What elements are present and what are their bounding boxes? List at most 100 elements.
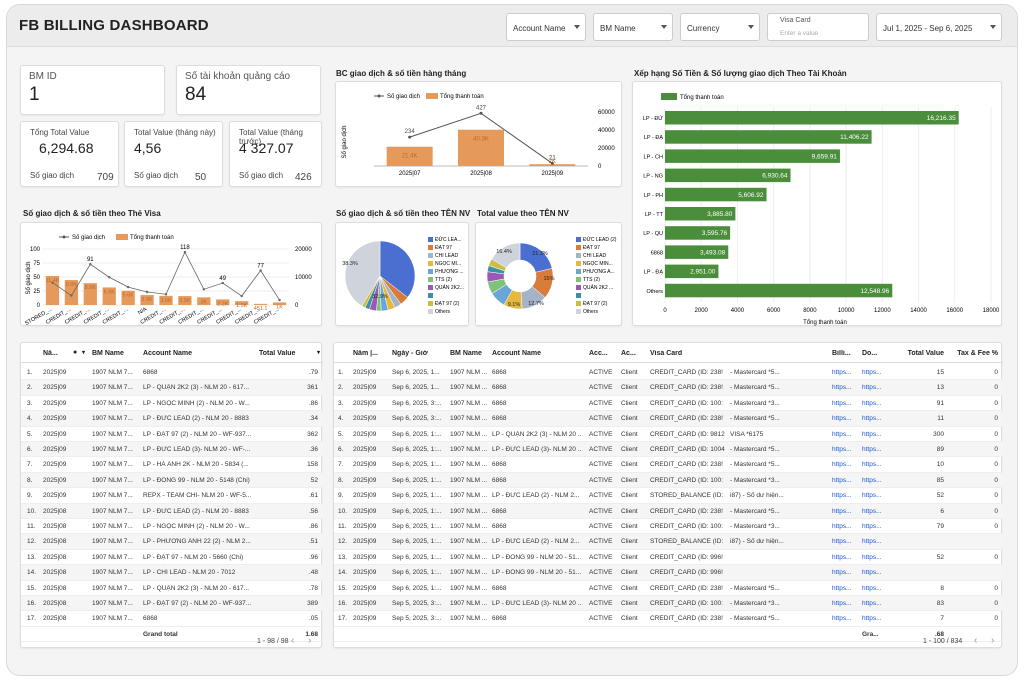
table-cell[interactable]: https... (862, 600, 882, 607)
date-range-picker[interactable]: Jul 1, 2025 - Sep 6, 2025 (876, 13, 1002, 41)
sort-icon[interactable]: ▾ (317, 350, 321, 356)
table-row[interactable]: 17. 2025|08 1907 NLM 7... 6868 .05 (21, 611, 323, 627)
column-header[interactable]: Account Name (492, 350, 542, 357)
table-cell[interactable]: https... (832, 569, 852, 577)
column-header[interactable]: Total Value (259, 350, 296, 357)
table-cell[interactable]: https... (832, 600, 852, 607)
table-cell[interactable]: https... (862, 492, 882, 500)
table-row[interactable]: 6. 2025|09 Sep 6, 2025, 1:... 1907 NLM ... L… (334, 442, 1003, 458)
table-cell[interactable]: https... (862, 523, 882, 530)
table-cell[interactable]: https... (832, 446, 852, 453)
column-header[interactable]: BM Name (450, 350, 482, 357)
info-icon[interactable]: ● (73, 349, 78, 356)
table-row[interactable]: 6. 2025|09 1907 NLM 7... LP - ĐỨC LEAD (3)-… (21, 442, 323, 458)
table-row[interactable]: 10. 2025|08 1907 NLM 7... LP - ĐỨC LEAD (2)… (21, 503, 323, 519)
account-name-filter[interactable]: Account Name (506, 13, 586, 41)
table-row[interactable]: 13. 2025|09 Sep 6, 2025, 1:... 1907 NLM ...… (334, 550, 1003, 566)
table-row[interactable]: 16. 2025|09 Sep 5, 2025, 3:... 1907 NLM ...… (334, 596, 1003, 612)
table-row[interactable]: 11. 2025|09 Sep 6, 2025, 1:... 1907 NLM ...… (334, 519, 1003, 535)
column-header[interactable]: Account Name (143, 350, 193, 357)
table-row[interactable]: 12. 2025|09 Sep 6, 2025, 1:... 1907 NLM ...… (334, 534, 1003, 550)
table-cell[interactable]: https... (832, 492, 852, 500)
table-row[interactable]: 1. 2025|09 Sep 6, 2025, 1... 1907 NLM ... 68… (334, 365, 1003, 381)
column-header[interactable]: Tax & Fee % (957, 350, 998, 357)
table-row[interactable]: 7. 2025|09 1907 NLM 7... LP - HÀ ANH 2K - N… (21, 457, 323, 473)
table-cell[interactable]: https... (862, 446, 882, 453)
column-header[interactable]: Năm |... (353, 350, 378, 357)
table-cell[interactable]: https... (832, 430, 852, 438)
table-cell[interactable]: https... (862, 384, 882, 392)
prev-page-icon[interactable]: ‹ (291, 635, 295, 646)
bm-name-filter[interactable]: BM Name (593, 13, 673, 41)
sort-icon[interactable]: ▾ (82, 350, 86, 356)
column-header[interactable]: Ngày - Giờ (392, 350, 428, 357)
table-cell[interactable]: https... (862, 538, 882, 546)
table-cell[interactable]: https... (832, 384, 852, 392)
table-row[interactable]: 11. 2025|08 1907 NLM 7... LP - NGỌC MINH (2… (21, 519, 323, 535)
visa-card-filter[interactable]: Visa Card Enter a value (767, 13, 869, 41)
table-row[interactable]: 1. 2025|09 1907 NLM 7... 6868 .79 (21, 365, 323, 381)
table-row[interactable]: 15. 2025|08 1907 NLM 7... LP - QUẬN 2K2 (3)… (21, 581, 323, 596)
table-cell[interactable]: https... (832, 415, 852, 423)
column-header[interactable]: BM Name (92, 350, 124, 357)
table-row[interactable]: 3. 2025|09 Sep 6, 2025, 3:... 1907 NLM ... 6… (334, 396, 1003, 412)
table-row[interactable]: 5. 2025|09 1907 NLM 7... LP - ĐẠT 97 (2) - … (21, 427, 323, 442)
legend-label: Others (583, 309, 599, 315)
y-tick-label: 40000 (598, 128, 615, 134)
table-row[interactable]: 2. 2025|09 1907 NLM 7... LP - QUẬN 2K2 (3) … (21, 380, 323, 396)
table-cell[interactable]: https... (862, 461, 882, 469)
column-header[interactable]: Ac... (621, 350, 636, 357)
table-cell[interactable]: https... (862, 415, 882, 423)
table-cell[interactable]: https... (862, 553, 882, 561)
table-cell[interactable]: https... (862, 369, 882, 376)
table-row[interactable]: 2. 2025|09 Sep 6, 2025, 1... 1907 NLM ... 68… (334, 380, 1003, 396)
table-cell[interactable]: https... (862, 615, 882, 623)
next-page-icon[interactable]: › (308, 635, 312, 646)
table-row[interactable]: 5. 2025|09 Sep 6, 2025, 1:... 1907 NLM ... L… (334, 427, 1003, 442)
table-row[interactable]: 4. 2025|09 1907 NLM 7... LP - ĐỨC LEAD (2) … (21, 411, 323, 427)
table-cell[interactable]: https... (832, 461, 852, 469)
table-cell: Client (621, 476, 638, 484)
table-cell[interactable]: https... (832, 476, 852, 484)
table-cell[interactable]: https... (832, 538, 852, 546)
table-cell[interactable]: https... (832, 553, 852, 561)
table-cell[interactable]: https... (832, 399, 852, 407)
table-row[interactable]: 8. 2025|09 1907 NLM 7... LP - ĐÔNG 99 - NLM… (21, 472, 323, 489)
table-cell[interactable]: https... (832, 584, 852, 592)
table-row[interactable]: 13. 2025|08 1907 NLM 7... LP - ĐẠT 97 - NLM… (21, 550, 323, 566)
table-row[interactable]: 12. 2025|08 1907 NLM 7... LP - PHƯƠNG ANH 2… (21, 534, 323, 550)
column-header[interactable]: Acc... (589, 350, 608, 357)
table-cell[interactable]: https... (832, 369, 852, 376)
column-header[interactable]: Do... (862, 350, 878, 357)
table-row[interactable]: 3. 2025|09 1907 NLM 7... LP - NGỌC MINH (2)… (21, 396, 323, 412)
visa-card-input[interactable]: Enter a value (780, 30, 819, 37)
prev-page-icon[interactable]: ‹ (974, 635, 978, 646)
table-row[interactable]: 16. 2025|08 1907 NLM 7... LP - ĐẠT 97 (2) -… (21, 596, 323, 612)
table-cell[interactable]: https... (832, 523, 852, 530)
legend-amount: Tổng thanh toán (130, 234, 174, 241)
table-cell[interactable]: https... (862, 476, 882, 484)
table-cell[interactable]: https... (862, 399, 882, 407)
table-row[interactable]: 7. 2025|09 Sep 6, 2025, 1:... 1907 NLM ... 6… (334, 457, 1003, 473)
column-header[interactable]: Total Value (907, 350, 944, 357)
table-row[interactable]: 10. 2025|09 Sep 6, 2025, 1:... 1907 NLM ...… (334, 503, 1003, 519)
table-cell[interactable]: https... (832, 507, 852, 515)
table-row[interactable]: 15. 2025|09 Sep 6, 2025, 1:... 1907 NLM ...… (334, 581, 1003, 596)
table-row[interactable]: 9. 2025|09 Sep 6, 2025, 1:... 1907 NLM ... L… (334, 488, 1003, 504)
table-cell[interactable]: https... (862, 430, 882, 438)
column-header[interactable]: Nă... (43, 350, 58, 357)
table-row[interactable]: 14. 2025|09 Sep 6, 2025, 1:... 1907 NLM ...… (334, 565, 1003, 581)
table-cell[interactable]: https... (862, 584, 882, 592)
currency-filter[interactable]: Currency (680, 13, 760, 41)
next-page-icon[interactable]: › (991, 635, 995, 646)
column-header[interactable]: Billi... (832, 350, 851, 357)
table-row[interactable]: 4. 2025|09 Sep 6, 2025, 3:... 1907 NLM ... 6… (334, 411, 1003, 427)
table-cell[interactable]: https... (862, 569, 882, 577)
column-header[interactable]: Visa Card (650, 350, 683, 357)
table-row[interactable]: 8. 2025|09 Sep 6, 2025, 1:... 1907 NLM ... 6… (334, 472, 1003, 489)
table-row[interactable]: 14. 2025|08 1907 NLM 7... LP - CHI LEAD - N… (21, 565, 323, 581)
table-row[interactable]: 9. 2025|09 1907 NLM 7... REPX - TEAM CHI- N… (21, 488, 323, 504)
table-cell[interactable]: https... (832, 615, 852, 623)
table-row[interactable]: 17. 2025|09 Sep 5, 2025, 3:... 1907 NLM ...… (334, 611, 1003, 627)
table-cell[interactable]: https... (862, 507, 882, 515)
